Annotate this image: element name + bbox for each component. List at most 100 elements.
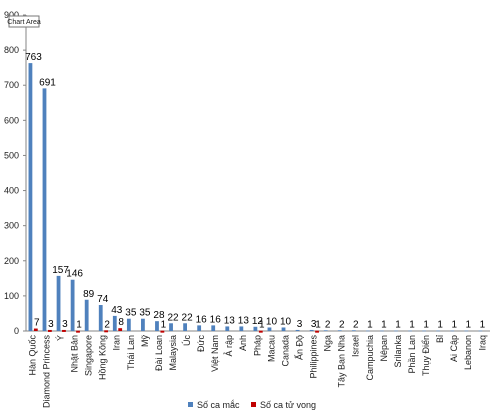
bar-cases [126, 318, 131, 331]
category-label: Israel [351, 335, 361, 357]
data-label-cases: 74 [97, 294, 109, 305]
category-label: Úc [182, 335, 192, 346]
data-label-deaths: 8 [118, 317, 124, 328]
bar-deaths [160, 330, 165, 333]
bar-cases [267, 327, 272, 331]
category-label: Đài Loan [154, 335, 164, 371]
bar-cases [183, 323, 187, 331]
data-label-cases: 1 [409, 320, 415, 331]
bar-deaths [118, 328, 123, 331]
category-label: Ấn Độ [294, 335, 304, 360]
category-label: Srilanka [393, 335, 403, 368]
bar-cases [197, 325, 202, 331]
category-label: Nhật Bản [70, 335, 80, 373]
category-label: Iran [112, 335, 122, 351]
data-label-deaths: 7 [34, 318, 40, 329]
category-label: Phần Lan [407, 335, 417, 374]
bar-deaths [47, 329, 52, 332]
category-label: Singapore [84, 335, 94, 376]
data-label-cases: 1 [480, 320, 486, 331]
category-label: Thái Lan [126, 335, 136, 370]
data-label-deaths: 2 [104, 319, 110, 330]
data-label-cases: 2 [325, 319, 331, 330]
data-label-cases: 1 [423, 320, 429, 331]
tooltip-box [8, 15, 40, 28]
data-label-cases: 35 [139, 308, 151, 319]
data-label-cases: 22 [167, 312, 179, 323]
category-label: Pháp [252, 335, 262, 356]
bar-cases [253, 326, 258, 331]
data-label-cases: 2 [353, 319, 359, 330]
chart-area-tooltip: Chart Area [7, 15, 41, 28]
data-label-cases: 3 [297, 319, 303, 330]
bar-cases [351, 330, 356, 331]
bar-cases [225, 326, 230, 331]
data-label-deaths: 1 [315, 320, 321, 331]
bar-cases [436, 330, 441, 332]
data-label-cases: 2 [339, 319, 345, 330]
data-label-cases: 16 [210, 314, 222, 325]
bar-deaths [62, 329, 66, 332]
category-label: Nga [323, 335, 333, 352]
bar-cases [42, 88, 47, 331]
y-tick-label: 600 [4, 115, 19, 125]
y-tick-label: 700 [4, 80, 19, 90]
category-label: Diamond Princess [41, 335, 51, 409]
data-label-cases: 157 [52, 265, 69, 276]
bar-cases [464, 330, 469, 332]
y-tick-label: 900 [4, 10, 19, 20]
data-label-cases: 1 [381, 320, 387, 331]
bar-cases [211, 325, 216, 331]
data-label-cases: 13 [238, 315, 250, 326]
bar-deaths [315, 330, 319, 333]
bar-cases [112, 315, 117, 331]
legend: Số ca mắc Số ca tử vong [188, 400, 316, 410]
data-label-cases: 10 [266, 316, 278, 327]
bar-deaths [33, 328, 38, 331]
y-tick-label: 0 [14, 326, 19, 336]
bar-cases [98, 305, 103, 331]
data-label-cases: 28 [153, 310, 165, 321]
category-label: Hàn Quốc [27, 335, 37, 376]
category-label: Nêpan [379, 335, 389, 362]
bar-cases [380, 330, 384, 332]
legend-label-cases: Số ca mắc [197, 400, 240, 410]
data-label-cases: 16 [196, 314, 208, 325]
y-tick-label: 400 [4, 186, 19, 196]
bar-deaths [76, 330, 80, 333]
bar-cases [365, 330, 370, 332]
bar-cases [28, 63, 33, 331]
legend-swatch-deaths [251, 402, 256, 407]
bar-deaths [258, 330, 263, 333]
data-label-deaths: 1 [161, 320, 167, 331]
data-label-cases: 13 [224, 315, 236, 326]
y-tick-label: 800 [4, 45, 19, 55]
y-tick-label: 200 [4, 256, 19, 266]
bar-cases [239, 326, 244, 331]
data-label-deaths: 1 [259, 320, 265, 331]
axes: 0 100 200 300 400 500 600 700 800 900 [4, 10, 490, 336]
bar-cases [394, 330, 398, 332]
category-label: Thụy Điển [421, 335, 431, 376]
data-label-cases: 89 [83, 289, 95, 300]
category-label: Anh [238, 335, 248, 351]
data-label-cases: 763 [25, 52, 42, 63]
data-label-deaths: 3 [62, 319, 68, 330]
data-label-deaths: 3 [48, 319, 54, 330]
category-label: Việt Nam [210, 335, 220, 372]
bar-cases [408, 330, 412, 332]
bar-cases [323, 330, 328, 331]
data-label-cases: 146 [66, 269, 83, 280]
category-label: Đức [196, 335, 206, 353]
tooltip-text: Chart Area [7, 19, 41, 26]
category-label: Mỹ [140, 335, 150, 347]
bar-cases [281, 327, 286, 331]
category-label: Malaysia [168, 335, 178, 371]
category-labels: Hàn Quốc Diamond Princess Ý Nhật Bản Singapo… [27, 335, 487, 409]
bar-cases [141, 318, 145, 331]
category-label: Philippines [309, 335, 319, 379]
bar-cases [422, 330, 427, 332]
data-label-deaths: 1 [76, 320, 82, 331]
bar-cases [309, 329, 314, 331]
